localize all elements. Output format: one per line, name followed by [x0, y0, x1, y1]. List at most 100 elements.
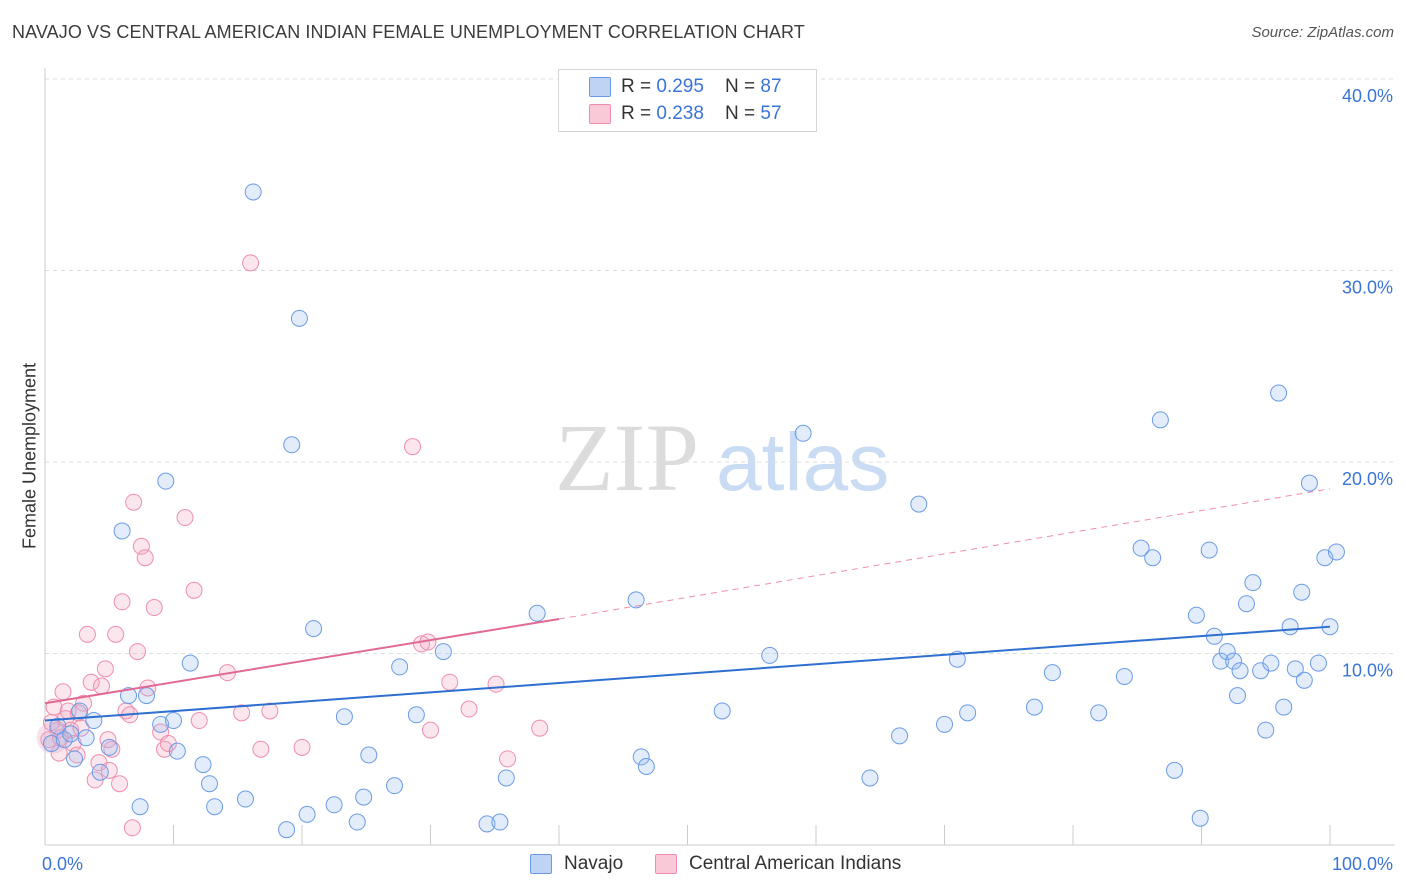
cai-point: [75, 694, 93, 712]
cai-point: [252, 740, 270, 758]
cai-point: [107, 625, 125, 643]
cai-point: [422, 721, 439, 739]
legend-n-label: N =: [725, 76, 761, 97]
navajo-point: [627, 591, 645, 609]
navajo-point: [1300, 474, 1318, 492]
navajo-point: [1191, 809, 1209, 827]
cai-point: [96, 660, 114, 678]
cai-trend-line: [44, 618, 560, 705]
bottom-swatch-cai: [655, 854, 677, 874]
navajo-point: [1275, 698, 1293, 716]
legend-text-navajo: R = 0.295 N = 87: [621, 76, 782, 98]
y-tick-label: 20.0%: [1342, 469, 1393, 489]
x-tick-label: 100.0%: [1332, 854, 1393, 874]
navajo-point: [85, 712, 103, 730]
axes: [44, 68, 1395, 846]
navajo-point: [1295, 671, 1313, 689]
navajo-point: [1144, 549, 1162, 567]
chart-title: NAVAJO VS CENTRAL AMERICAN INDIAN FEMALE…: [12, 22, 805, 42]
navajo-point: [497, 769, 515, 787]
cai-point: [531, 719, 549, 737]
legend-r-label: R =: [621, 103, 657, 124]
trend-lines: [44, 488, 1331, 722]
bottom-legend-cai: Central American Indians: [655, 850, 901, 878]
legend-n-value-cai: 57: [760, 103, 782, 124]
legend-r-value-navajo: 0.295: [656, 76, 704, 97]
navajo-point: [386, 777, 404, 795]
navajo-point: [1228, 687, 1246, 705]
navajo-point: [298, 805, 316, 823]
navajo-point: [138, 687, 156, 705]
navajo-point: [325, 796, 343, 814]
navajo-point: [910, 495, 928, 513]
navajo-point: [1293, 583, 1311, 601]
legend-r-value-cai: 0.238: [656, 103, 704, 124]
navajo-point: [66, 750, 84, 768]
y-tick-label: 40.0%: [1342, 86, 1393, 106]
navajo-point: [948, 650, 966, 668]
bottom-legend-label-navajo: Navajo: [564, 853, 624, 874]
y-tick-label: 30.0%: [1342, 278, 1393, 298]
navajo-point: [1115, 667, 1133, 685]
navajo-point: [283, 436, 301, 454]
navajo-point: [936, 715, 953, 733]
navajo-point: [278, 821, 296, 839]
cai-point: [176, 509, 194, 527]
bottom-legend-label-cai: Central American Indians: [689, 853, 902, 874]
cai-point: [460, 700, 478, 718]
cai-points: [36, 254, 549, 837]
y-tick-label: 10.0%: [1342, 661, 1393, 681]
navajo-point: [491, 813, 509, 831]
navajo-point: [1281, 618, 1299, 636]
cai-point: [136, 549, 154, 567]
navajo-points: [42, 183, 1345, 839]
cai-point: [190, 712, 208, 730]
navajo-point: [1025, 698, 1043, 716]
navajo-point: [1212, 652, 1230, 670]
navajo-point: [181, 654, 199, 672]
navajo-trend-line: [44, 625, 1331, 722]
navajo-point: [355, 788, 373, 806]
legend-swatch-cai: [589, 104, 611, 124]
navajo-point: [478, 815, 496, 833]
navajo-point: [131, 798, 149, 816]
cai-point: [233, 704, 251, 722]
navajo-point: [637, 757, 655, 775]
bottom-legend-navajo: Navajo: [530, 850, 623, 878]
navajo-point: [91, 763, 109, 781]
navajo-point: [794, 424, 812, 442]
navajo-point: [77, 729, 95, 747]
navajo-point: [360, 746, 378, 764]
cai-point: [261, 702, 279, 720]
legend-n-value-navajo: 87: [760, 76, 782, 97]
navajo-point: [761, 646, 779, 664]
navajo-point: [1225, 652, 1243, 670]
cai-point: [78, 625, 96, 643]
navajo-point: [120, 687, 138, 705]
cai-point: [111, 775, 129, 793]
navajo-point: [1132, 539, 1150, 557]
cai-point: [242, 254, 260, 272]
navajo-point: [305, 620, 323, 638]
navajo-point: [1270, 384, 1288, 402]
navajo-point: [407, 706, 425, 724]
navajo-point: [157, 472, 175, 490]
watermark: ZIP atlas: [555, 404, 889, 511]
cai-point: [62, 721, 80, 739]
cai-point: [123, 819, 141, 837]
navajo-point: [335, 708, 353, 726]
cai-cluster: [36, 721, 69, 754]
navajo-point: [71, 702, 89, 720]
navajo-point: [100, 738, 118, 756]
navajo-point: [42, 735, 60, 753]
x-tick-label: 0.0%: [42, 854, 83, 874]
navajo-point: [55, 731, 73, 749]
cai-point: [103, 740, 121, 758]
navajo-point: [1151, 411, 1169, 429]
navajo-point: [1257, 721, 1275, 739]
navajo-point: [1309, 654, 1327, 672]
cai-point: [185, 581, 203, 599]
watermark-zip: ZIP: [555, 404, 699, 511]
cai-point: [145, 599, 163, 617]
